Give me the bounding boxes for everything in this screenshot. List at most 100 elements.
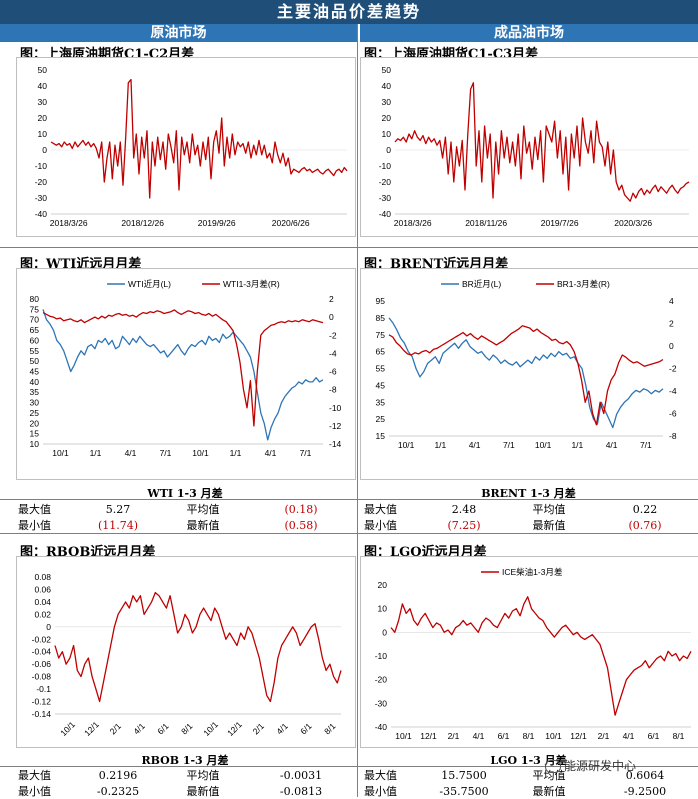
y-tick-label: -20 bbox=[379, 177, 392, 187]
x-tick-label: 8/1 bbox=[523, 731, 535, 741]
x-tick-label: 2/1 bbox=[108, 721, 124, 737]
stat-label: 平均值 bbox=[186, 769, 220, 782]
legend-label: BR近月(L) bbox=[462, 279, 501, 289]
y-tick-label: 40 bbox=[382, 81, 392, 91]
x-tick-label: 10/1 bbox=[545, 731, 562, 741]
stat-value: -9.2500 bbox=[623, 784, 667, 798]
x-tick-label: 10/1 bbox=[192, 448, 209, 458]
x-tick-label: 10/1 bbox=[535, 440, 552, 450]
y-tick-label: -0.02 bbox=[32, 634, 52, 644]
x-tick-label: 2019/9/26 bbox=[198, 218, 236, 228]
stat-value: -0.2325 bbox=[96, 784, 140, 798]
y-right-tick-label: -6 bbox=[669, 409, 677, 419]
y-tick-label: 10 bbox=[378, 604, 388, 614]
y-tick-label: -0.08 bbox=[32, 672, 52, 682]
x-tick-label: 6/1 bbox=[298, 721, 314, 737]
stat-label: 最小值 bbox=[18, 519, 51, 532]
y-right-tick-label: 2 bbox=[669, 319, 674, 329]
y-tick-label: 50 bbox=[382, 65, 392, 75]
x-tick-label: 2020/3/26 bbox=[614, 218, 652, 228]
stat-value: 0.2196 bbox=[98, 768, 138, 782]
stats-table-lgo: 最大值 15.7500 平均值 0.6064 最小值 -35.7500 最新值 … bbox=[364, 767, 696, 799]
x-tick-label: 6/1 bbox=[498, 731, 510, 741]
stat-value: 15.7500 bbox=[441, 768, 487, 782]
x-tick-label: 1/1 bbox=[434, 440, 446, 450]
x-tick-label: 12/1 bbox=[82, 719, 101, 738]
y-tick-label: 45 bbox=[376, 380, 386, 390]
stat-value: (11.74) bbox=[97, 518, 139, 532]
y-right-tick-label: 4 bbox=[669, 296, 674, 306]
x-tick-label: 12/1 bbox=[225, 719, 244, 738]
section-crude-header: 原油市场 bbox=[0, 24, 357, 42]
stat-label: 最新值 bbox=[532, 519, 566, 532]
y-right-tick-label: 0 bbox=[669, 341, 674, 351]
x-tick-label: 10/1 bbox=[398, 440, 415, 450]
stat-label: 最新值 bbox=[186, 519, 220, 532]
y-right-tick-label: -4 bbox=[669, 386, 677, 396]
stat-label: 平均值 bbox=[532, 503, 566, 516]
page-title: 主要油品价差趋势 bbox=[0, 0, 698, 24]
x-tick-label: 2018/3/26 bbox=[50, 218, 88, 228]
y-tick-label: 20 bbox=[30, 418, 40, 428]
legend-label: ICE柴油1-3月差 bbox=[502, 567, 562, 577]
y-tick-label: -40 bbox=[379, 209, 392, 219]
x-tick-label: 4/1 bbox=[274, 721, 290, 737]
y-tick-label: -0.1 bbox=[36, 684, 51, 694]
y-tick-label: -30 bbox=[379, 193, 392, 203]
chart-lgo: 20 10 0 -10 -20 -30 -40 10/1 12/1 2/1 4/1 6/1 8/1 10/… bbox=[375, 567, 692, 741]
y-tick-label: 0.02 bbox=[34, 609, 51, 619]
x-tick-label: 10/1 bbox=[201, 719, 220, 738]
y-tick-label: 75 bbox=[376, 330, 386, 340]
y-tick-label: 95 bbox=[376, 296, 386, 306]
wechat-icon bbox=[545, 760, 561, 773]
y-tick-label: 0 bbox=[42, 145, 47, 155]
x-tick-label: 2/1 bbox=[448, 731, 460, 741]
y-tick-label: 20 bbox=[378, 580, 388, 590]
series-line bbox=[390, 596, 692, 716]
series-line bbox=[50, 78, 348, 199]
x-tick-label: 4/1 bbox=[473, 731, 485, 741]
chart-panel-wti: 80 75 70 65 60 55 50 45 40 35 30 25 20 15 10 2 0 -2 -4 -6 -8… bbox=[16, 268, 356, 480]
y-tick-label: 50 bbox=[38, 65, 48, 75]
chart-panel-sc-c1c3: 50 40 30 20 10 0 -10 -20 -30 -40 2018/3/26 2018/11/… bbox=[360, 57, 698, 237]
chart-panel-brent: 95 85 75 65 55 45 35 25 15 4 2 0 -2 -4 -6 -8 10/1 1/1 4/1 7… bbox=[360, 268, 698, 480]
y-tick-label: -0.14 bbox=[32, 709, 52, 719]
y-tick-label: 75 bbox=[30, 304, 40, 314]
y-tick-label: 10 bbox=[30, 439, 40, 449]
x-tick-label: 4/1 bbox=[131, 721, 147, 737]
y-tick-label: 15 bbox=[30, 429, 40, 439]
x-tick-label: 7/1 bbox=[640, 440, 652, 450]
y-right-tick-label: -8 bbox=[329, 385, 337, 395]
y-right-tick-label: -4 bbox=[329, 348, 337, 358]
stat-value: -35.7500 bbox=[439, 784, 489, 798]
x-tick-label: 2019/7/26 bbox=[541, 218, 579, 228]
stat-label: 最新值 bbox=[532, 785, 566, 798]
stats-title-brent: BRENT 1-3 月差 bbox=[481, 487, 576, 500]
y-tick-label: -0.12 bbox=[32, 697, 52, 707]
y-tick-label: -0.06 bbox=[32, 659, 52, 669]
series-line bbox=[388, 325, 664, 426]
stat-label: 最大值 bbox=[364, 503, 397, 516]
stats-title-rbob: RBOB 1-3 月差 bbox=[141, 754, 229, 767]
chart-panel-lgo: 20 10 0 -10 -20 -30 -40 10/1 12/1 2/1 4/1 6/1 8/1 10/… bbox=[360, 556, 698, 748]
section-product-header: 成品油市场 bbox=[360, 24, 698, 42]
chart-brent: 95 85 75 65 55 45 35 25 15 4 2 0 -2 -4 -6 -8 10/1 1/1 4/1 7… bbox=[376, 279, 677, 450]
y-tick-label: 30 bbox=[382, 97, 392, 107]
y-tick-label: 55 bbox=[30, 346, 40, 356]
stat-label: 平均值 bbox=[186, 503, 220, 516]
x-tick-label: 4/1 bbox=[623, 731, 635, 741]
y-tick-label: 60 bbox=[30, 335, 40, 345]
y-tick-label: 0 bbox=[386, 145, 391, 155]
chart-panel-sc-c1c2: 50 40 30 20 10 0 -10 -20 -30 -40 2018/3/26 2018/12/… bbox=[16, 57, 356, 237]
column-divider bbox=[357, 24, 358, 797]
stat-value: 0.22 bbox=[632, 502, 658, 516]
stat-value: 5.27 bbox=[105, 502, 131, 516]
y-tick-label: 50 bbox=[30, 356, 40, 366]
y-tick-label: 85 bbox=[376, 313, 386, 323]
stat-label: 最大值 bbox=[18, 769, 51, 782]
y-tick-label: 30 bbox=[38, 97, 48, 107]
legend-label: BR1-3月差(R) bbox=[557, 279, 610, 289]
y-tick-label: 80 bbox=[30, 294, 40, 304]
y-right-tick-label: -12 bbox=[329, 421, 342, 431]
stat-value: 2.48 bbox=[451, 502, 477, 516]
